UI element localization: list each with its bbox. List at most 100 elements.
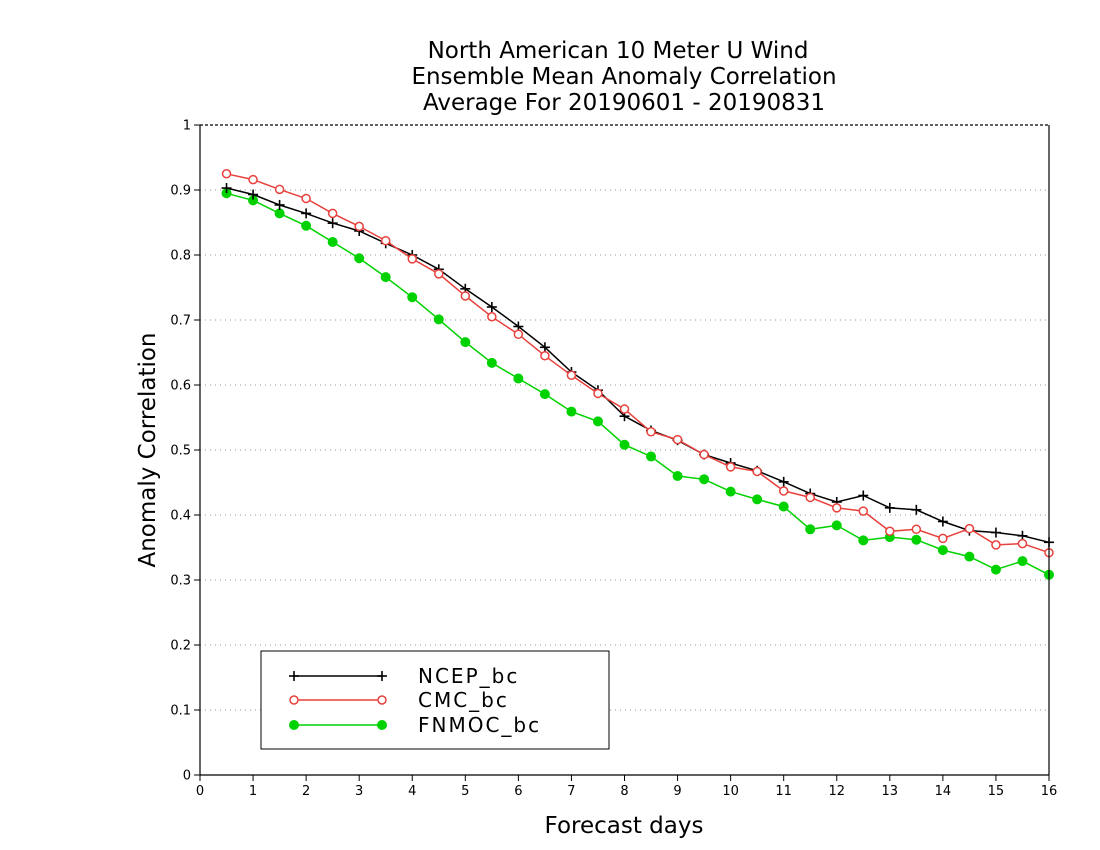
x-tick-label: 4: [408, 784, 416, 799]
data-point-cmc-bc: [646, 427, 656, 437]
legend-label-fnmoc-bc: FNMOC_bc: [418, 713, 541, 737]
data-point-fnmoc-bc: [858, 535, 869, 546]
data-point-ncep-bc: [778, 476, 789, 487]
x-tick-label: 16: [1041, 784, 1058, 799]
y-tick-label: 0.2: [170, 639, 191, 654]
y-tick-label: 0.1: [170, 704, 191, 719]
y-tick-label: 0.4: [170, 509, 191, 524]
data-point-fnmoc-bc: [566, 406, 577, 417]
x-tick-label: 8: [620, 784, 628, 799]
y-tick-label: 0.7: [170, 314, 191, 329]
x-tick-label: 6: [514, 784, 522, 799]
data-point-cmc-bc: [752, 466, 762, 477]
data-point-cmc-bc: [487, 312, 497, 322]
data-point-cmc-bc: [991, 540, 1001, 550]
data-point-cmc-bc: [593, 388, 603, 399]
legend-marker-ncep-bc: [289, 671, 299, 681]
y-tick-label: 0.8: [170, 249, 191, 264]
y-tick-label: 0.6: [170, 379, 191, 394]
data-point-cmc-bc: [434, 269, 444, 279]
series-layer: [221, 169, 1054, 580]
y-tick-label: 0.5: [170, 444, 191, 459]
data-point-fnmoc-bc: [937, 545, 948, 556]
y-tick-label: 0.3: [170, 574, 191, 589]
x-tick-label: 0: [196, 784, 204, 799]
data-point-cmc-bc: [1017, 538, 1028, 549]
data-point-fnmoc-bc: [486, 357, 497, 368]
title-line-2: Ensemble Mean Anomaly Correlation: [411, 64, 836, 90]
gridlines: [200, 189, 1049, 711]
data-point-ncep-bc: [327, 218, 338, 229]
data-point-cmc-bc: [964, 523, 975, 534]
data-point-ncep-bc: [248, 189, 259, 200]
data-point-cmc-bc: [805, 492, 815, 503]
data-point-fnmoc-bc: [407, 292, 418, 303]
data-point-fnmoc-bc: [301, 220, 312, 231]
x-tick-label: 12: [828, 784, 845, 799]
data-point-cmc-bc: [407, 254, 417, 264]
data-point-cmc-bc: [619, 404, 630, 414]
data-point-ncep-bc: [937, 516, 948, 527]
x-tick-label: 15: [988, 784, 1005, 799]
y-tick-label: 0.9: [170, 184, 191, 199]
data-point-fnmoc-bc: [327, 237, 338, 247]
x-axis-label: Forecast days: [545, 813, 704, 839]
data-point-fnmoc-bc: [460, 337, 471, 348]
legend-marker-ncep-bc: [377, 671, 387, 681]
data-point-ncep-bc: [274, 199, 285, 210]
data-point-fnmoc-bc: [752, 494, 763, 505]
data-point-cmc-bc: [778, 486, 789, 496]
y-tick-label: 0: [183, 769, 191, 784]
y-tick-label: 1: [183, 119, 191, 134]
x-tick-label: 13: [882, 784, 899, 799]
data-point-cmc-bc: [327, 208, 338, 219]
data-point-cmc-bc: [460, 291, 471, 301]
data-point-cmc-bc: [885, 526, 895, 536]
data-point-fnmoc-bc: [725, 486, 736, 497]
data-point-fnmoc-bc: [964, 551, 975, 562]
data-point-fnmoc-bc: [513, 373, 524, 384]
legend-marker-cmc-bc: [377, 695, 387, 705]
data-point-cmc-bc: [540, 351, 550, 361]
data-point-fnmoc-bc: [805, 524, 816, 535]
series-cmc-bc: [221, 169, 1054, 558]
data-point-cmc-bc: [274, 184, 285, 195]
data-point-ncep-bc: [990, 527, 1001, 538]
series-ncep-bc: [221, 183, 1054, 548]
x-tick-label: 7: [567, 784, 575, 799]
data-point-cmc-bc: [380, 235, 391, 246]
data-point-cmc-bc: [858, 506, 869, 516]
data-point-fnmoc-bc: [831, 520, 842, 531]
data-point-ncep-bc: [539, 342, 550, 353]
series-line-cmc-bc: [226, 173, 1050, 554]
data-point-cmc-bc: [248, 174, 258, 185]
legend-label-cmc-bc: CMC_bc: [418, 688, 509, 712]
data-point-cmc-bc: [938, 533, 948, 544]
data-point-cmc-bc: [699, 449, 709, 460]
legend-marker-fnmoc-bc: [377, 720, 387, 730]
data-point-cmc-bc: [221, 169, 232, 179]
x-tick-label: 9: [673, 784, 681, 799]
data-point-cmc-bc: [725, 462, 736, 472]
data-point-fnmoc-bc: [354, 253, 365, 264]
data-point-fnmoc-bc: [1017, 556, 1028, 567]
data-point-ncep-bc: [911, 504, 922, 515]
data-point-fnmoc-bc: [699, 474, 710, 485]
chart-title: North American 10 Meter U Wind Ensemble …: [411, 38, 836, 116]
x-axis-ticks: 0 1 2 3 4 5 6 7 8 9 10 11 12 13 14 15 16: [196, 775, 1057, 799]
y-axis-ticks: 0 0.1 0.2 0.3 0.4 0.5 0.6 0.7 0.8 0.9 1: [170, 119, 200, 784]
data-point-cmc-bc: [566, 370, 577, 380]
data-point-fnmoc-bc: [274, 208, 285, 219]
data-point-cmc-bc: [513, 329, 524, 340]
data-point-cmc-bc: [832, 503, 842, 513]
data-point-fnmoc-bc: [539, 389, 550, 400]
legend-marker-fnmoc-bc: [289, 720, 299, 730]
data-point-ncep-bc: [301, 208, 312, 219]
data-point-cmc-bc: [911, 524, 922, 535]
data-point-fnmoc-bc: [433, 314, 444, 325]
series-line-ncep-bc: [226, 187, 1050, 544]
x-tick-label: 14: [935, 784, 952, 799]
data-point-fnmoc-bc: [672, 471, 683, 481]
data-point-cmc-bc: [354, 221, 364, 232]
